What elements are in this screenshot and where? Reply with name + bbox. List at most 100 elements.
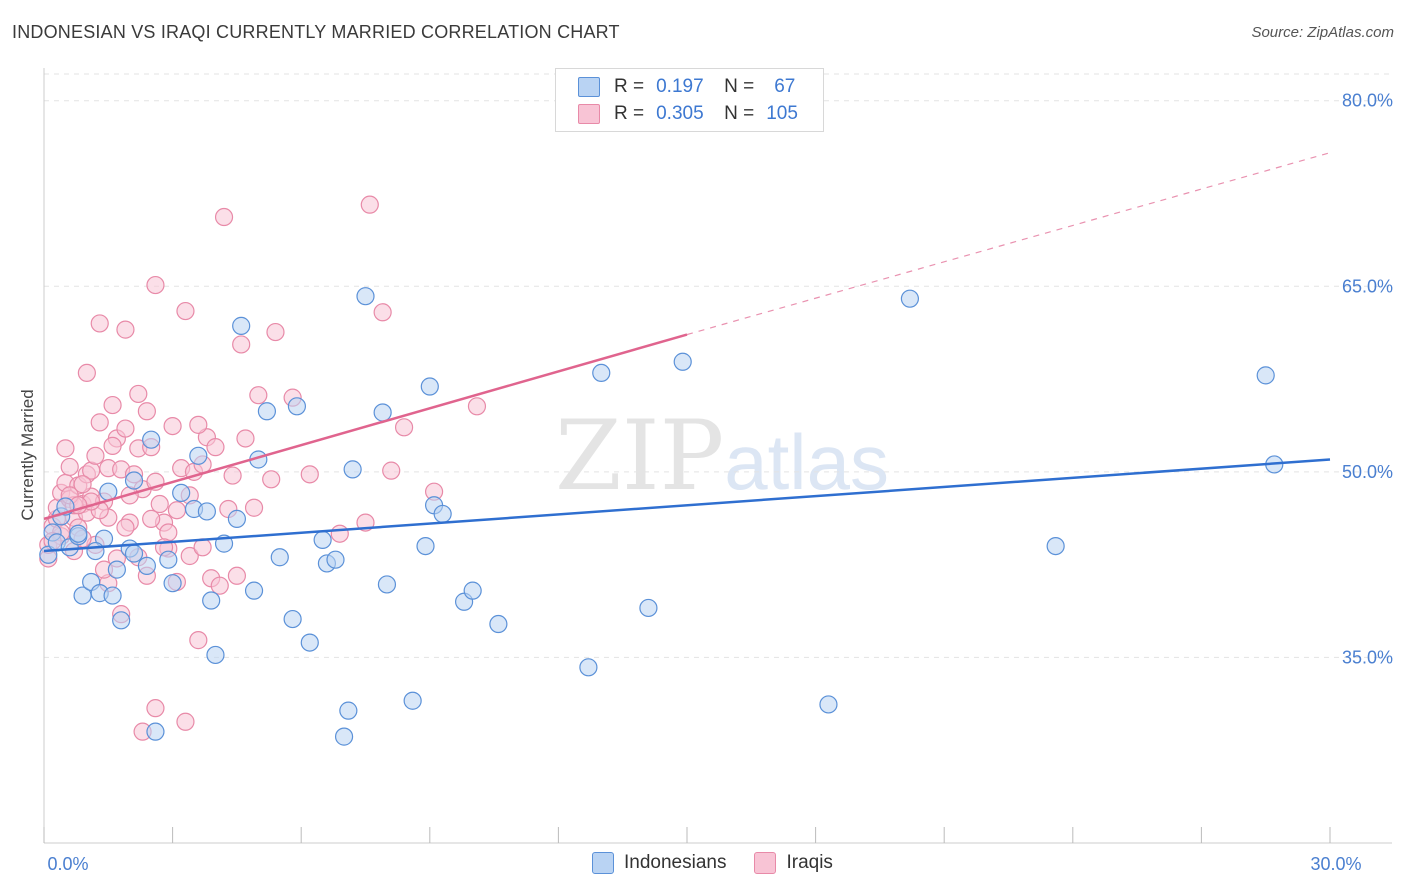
iraqi-point: [262, 470, 281, 489]
n-value: 105: [766, 103, 798, 124]
iraqis-swatch: [578, 104, 600, 124]
indonesian-point: [103, 586, 122, 605]
indonesian-point: [206, 645, 225, 665]
r-value: 0.197: [656, 76, 704, 97]
series-legend: Indonesians Iraqis: [592, 852, 861, 874]
iraqi-point: [266, 322, 285, 342]
legend-item-indonesians[interactable]: Indonesians: [592, 852, 726, 874]
iraqi-point: [137, 402, 156, 421]
stats-legend: R = 0.197 N = 67 R = 0.305 N = 105: [555, 68, 824, 132]
iraqi-point: [236, 429, 255, 448]
stats-legend-row-indonesians: R = 0.197 N = 67: [578, 74, 795, 100]
indonesian-point: [197, 502, 216, 521]
indonesian-point: [579, 658, 598, 677]
indonesian-point: [172, 483, 191, 503]
x-tick-label: 0.0%: [47, 854, 88, 874]
iraqi-point: [176, 301, 195, 321]
indonesian-point: [373, 403, 392, 422]
indonesian-point: [232, 316, 251, 335]
r-value: 0.305: [656, 103, 704, 124]
iraqi-point: [189, 415, 208, 434]
iraqi-trend-line: [43, 333, 688, 521]
legend-label: Iraqis: [786, 852, 833, 873]
iraqi-point: [116, 518, 135, 537]
n-value: 67: [774, 76, 796, 97]
indonesian-point: [142, 430, 161, 449]
indonesian-point: [1046, 536, 1065, 556]
iraqi-point: [167, 501, 186, 520]
indonesian-point: [189, 446, 208, 465]
iraqi-trend-extension: [686, 152, 1331, 336]
indonesian-point: [159, 550, 178, 569]
iraqi-point: [77, 363, 96, 383]
iraqi-point: [146, 275, 165, 295]
iraqi-point: [142, 509, 161, 528]
iraqi-point: [373, 303, 392, 322]
indonesian-point: [819, 695, 838, 714]
iraqi-point: [116, 320, 135, 339]
chart-title: INDONESIAN VS IRAQI CURRENTLY MARRIED CO…: [12, 22, 620, 42]
indonesian-point: [112, 611, 131, 630]
iraqi-point: [300, 465, 319, 484]
indonesian-point: [124, 544, 144, 563]
iraqi-point: [214, 207, 234, 227]
indonesian-point: [489, 614, 508, 634]
iraqi-point: [382, 461, 401, 480]
iraqi-point: [103, 436, 122, 455]
iraqi-point: [467, 397, 487, 416]
indonesian-point: [69, 524, 88, 543]
indonesian-point: [377, 575, 397, 594]
iraqi-point: [73, 475, 92, 494]
indonesian-point: [1256, 366, 1275, 385]
indonesian-point: [137, 556, 156, 575]
indonesian-point: [673, 352, 692, 371]
indonesian-point: [283, 609, 302, 629]
indonesian-point: [257, 402, 277, 421]
indonesian-point: [433, 504, 452, 524]
iraqi-point: [206, 438, 225, 457]
iraqi-point: [129, 384, 148, 404]
indonesian-point: [339, 701, 358, 720]
iraqi-point: [210, 576, 229, 595]
iraqi-point: [116, 419, 135, 438]
iraqis-legend-swatch: [754, 852, 777, 874]
indonesian-point: [202, 591, 221, 610]
iraqi-point: [223, 466, 242, 485]
source-label: Source: ZipAtlas.com: [1251, 24, 1394, 41]
n-label: N =: [724, 103, 755, 124]
iraqi-point: [360, 195, 379, 214]
indonesian-point: [86, 541, 105, 561]
iraqi-point: [56, 439, 75, 458]
legend-item-iraqis[interactable]: Iraqis: [754, 852, 833, 874]
indonesian-point: [463, 581, 482, 600]
indonesians-legend-swatch: [592, 852, 614, 874]
indonesian-point: [287, 397, 307, 416]
indonesian-point: [420, 377, 439, 396]
iraqi-point: [103, 395, 122, 415]
iraqi-point: [249, 386, 268, 405]
n-label: N =: [724, 76, 755, 97]
iraqi-point: [330, 524, 349, 543]
indonesian-point: [163, 574, 182, 593]
indonesian-point: [639, 598, 658, 618]
r-label: R =: [614, 103, 645, 124]
indonesian-point: [592, 363, 611, 383]
indonesian-point: [416, 536, 435, 556]
indonesian-point: [146, 722, 165, 741]
indonesian-point: [313, 530, 332, 550]
iraqi-point: [180, 546, 199, 566]
indonesian-point: [900, 289, 920, 308]
iraqi-point: [244, 498, 264, 517]
iraqi-point: [60, 457, 79, 477]
iraqi-point: [227, 566, 246, 585]
legend-label: Indonesians: [624, 852, 727, 873]
indonesian-point: [300, 633, 319, 652]
y-tick-label: 35.0%: [1342, 647, 1393, 667]
watermark-zip: ZIP: [555, 400, 725, 512]
iraqi-point: [189, 631, 208, 650]
indonesian-point: [107, 560, 126, 579]
y-tick-label: 80.0%: [1342, 91, 1393, 111]
indonesian-point: [270, 548, 289, 567]
x-tick-label: 30.0%: [1310, 854, 1361, 874]
